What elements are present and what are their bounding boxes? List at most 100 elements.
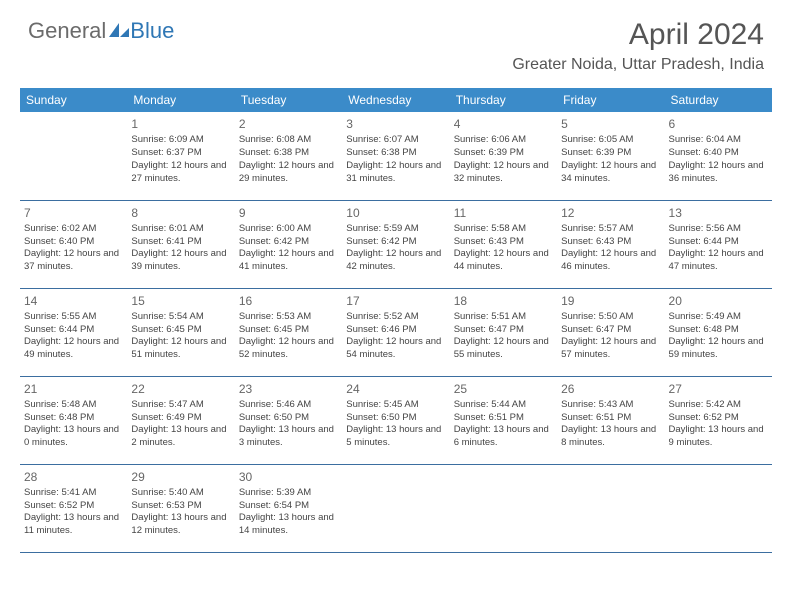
sunrise-value: 6:09 AM: [169, 134, 204, 145]
sunset-value: 6:44 PM: [703, 236, 738, 247]
daylight-label: Daylight:: [131, 336, 171, 347]
sunset-label: Sunset:: [561, 236, 596, 247]
calendar-cell: 30Sunrise: 5:39 AMSunset: 6:54 PMDayligh…: [235, 464, 342, 552]
daylight-line: Daylight: 12 hours and 41 minutes.: [239, 248, 338, 274]
page-header: General Blue April 2024 Greater Noida, U…: [0, 0, 792, 80]
sunset-value: 6:53 PM: [166, 500, 201, 511]
calendar-row: 1Sunrise: 6:09 AMSunset: 6:37 PMDaylight…: [20, 112, 772, 200]
sunrise-value: 6:05 AM: [599, 134, 634, 145]
daylight-label: Daylight:: [669, 424, 709, 435]
day-number: 27: [669, 381, 768, 397]
calendar-cell: 10Sunrise: 5:59 AMSunset: 6:42 PMDayligh…: [342, 200, 449, 288]
sunrise-value: 5:49 AM: [706, 311, 741, 322]
sunset-value: 6:48 PM: [59, 412, 94, 423]
daylight-line: Daylight: 13 hours and 14 minutes.: [239, 512, 338, 538]
calendar-cell: 17Sunrise: 5:52 AMSunset: 6:46 PMDayligh…: [342, 288, 449, 376]
sunset-value: 6:41 PM: [166, 236, 201, 247]
sunrise-value: 5:40 AM: [169, 487, 204, 498]
sunrise-line: Sunrise: 5:46 AM: [239, 399, 338, 412]
sunrise-value: 6:00 AM: [276, 223, 311, 234]
daylight-line: Daylight: 13 hours and 8 minutes.: [561, 424, 660, 450]
calendar-cell-empty: [665, 464, 772, 552]
sunrise-label: Sunrise:: [239, 223, 277, 234]
calendar-row: 14Sunrise: 5:55 AMSunset: 6:44 PMDayligh…: [20, 288, 772, 376]
sunrise-value: 5:47 AM: [169, 399, 204, 410]
daylight-label: Daylight:: [561, 424, 601, 435]
sunrise-label: Sunrise:: [561, 223, 599, 234]
calendar-row: 7Sunrise: 6:02 AMSunset: 6:40 PMDaylight…: [20, 200, 772, 288]
sunrise-value: 5:39 AM: [276, 487, 311, 498]
calendar-cell: 8Sunrise: 6:01 AMSunset: 6:41 PMDaylight…: [127, 200, 234, 288]
daylight-line: Daylight: 13 hours and 9 minutes.: [669, 424, 768, 450]
logo-sail-icon: [108, 18, 130, 44]
sunset-value: 6:38 PM: [274, 147, 309, 158]
sunrise-label: Sunrise:: [239, 311, 277, 322]
day-number: 19: [561, 293, 660, 309]
sunset-label: Sunset:: [239, 236, 274, 247]
daylight-label: Daylight:: [669, 336, 709, 347]
sunset-label: Sunset:: [131, 236, 166, 247]
day-number: 25: [454, 381, 553, 397]
sunrise-label: Sunrise:: [131, 311, 169, 322]
sunset-value: 6:40 PM: [703, 147, 738, 158]
sunset-value: 6:43 PM: [489, 236, 524, 247]
daylight-label: Daylight:: [24, 248, 64, 259]
day-number: 24: [346, 381, 445, 397]
sunrise-label: Sunrise:: [24, 311, 62, 322]
sunset-value: 6:45 PM: [166, 324, 201, 335]
daylight-line: Daylight: 13 hours and 0 minutes.: [24, 424, 123, 450]
sunrise-value: 5:46 AM: [276, 399, 311, 410]
sunset-value: 6:50 PM: [274, 412, 309, 423]
daylight-line: Daylight: 12 hours and 37 minutes.: [24, 248, 123, 274]
sunrise-line: Sunrise: 5:48 AM: [24, 399, 123, 412]
calendar-cell: 5Sunrise: 6:05 AMSunset: 6:39 PMDaylight…: [557, 112, 664, 200]
sunrise-value: 5:55 AM: [62, 311, 97, 322]
day-number: 4: [454, 116, 553, 132]
daylight-label: Daylight:: [346, 424, 386, 435]
sunrise-line: Sunrise: 5:39 AM: [239, 487, 338, 500]
calendar-cell: 11Sunrise: 5:58 AMSunset: 6:43 PMDayligh…: [450, 200, 557, 288]
calendar-cell-empty: [450, 464, 557, 552]
sunrise-value: 5:43 AM: [599, 399, 634, 410]
day-number: 9: [239, 205, 338, 221]
sunrise-line: Sunrise: 5:49 AM: [669, 311, 768, 324]
sunrise-line: Sunrise: 6:02 AM: [24, 223, 123, 236]
location: Greater Noida, Uttar Pradesh, India: [512, 56, 764, 74]
daylight-line: Daylight: 12 hours and 32 minutes.: [454, 160, 553, 186]
day-number: 7: [24, 205, 123, 221]
daylight-label: Daylight:: [131, 248, 171, 259]
sunset-line: Sunset: 6:42 PM: [346, 236, 445, 249]
sunset-label: Sunset:: [454, 412, 489, 423]
sunrise-value: 6:02 AM: [62, 223, 97, 234]
daylight-label: Daylight:: [239, 512, 279, 523]
sunrise-line: Sunrise: 5:40 AM: [131, 487, 230, 500]
calendar-cell: 20Sunrise: 5:49 AMSunset: 6:48 PMDayligh…: [665, 288, 772, 376]
daylight-label: Daylight:: [454, 336, 494, 347]
sunrise-label: Sunrise:: [669, 399, 707, 410]
weekday-header: Saturday: [665, 88, 772, 112]
day-number: 8: [131, 205, 230, 221]
sunset-line: Sunset: 6:53 PM: [131, 500, 230, 513]
sunset-value: 6:42 PM: [274, 236, 309, 247]
day-number: 30: [239, 469, 338, 485]
daylight-label: Daylight:: [346, 248, 386, 259]
weekday-header: Sunday: [20, 88, 127, 112]
sunset-value: 6:42 PM: [381, 236, 416, 247]
sunrise-label: Sunrise:: [131, 487, 169, 498]
daylight-line: Daylight: 12 hours and 59 minutes.: [669, 336, 768, 362]
sunset-line: Sunset: 6:51 PM: [454, 412, 553, 425]
sunrise-label: Sunrise:: [669, 223, 707, 234]
sunset-label: Sunset:: [346, 236, 381, 247]
logo-text-blue: Blue: [130, 18, 174, 44]
calendar-cell: 13Sunrise: 5:56 AMSunset: 6:44 PMDayligh…: [665, 200, 772, 288]
calendar-cell: 27Sunrise: 5:42 AMSunset: 6:52 PMDayligh…: [665, 376, 772, 464]
sunrise-label: Sunrise:: [346, 134, 384, 145]
daylight-line: Daylight: 12 hours and 51 minutes.: [131, 336, 230, 362]
daylight-line: Daylight: 12 hours and 29 minutes.: [239, 160, 338, 186]
daylight-label: Daylight:: [561, 160, 601, 171]
calendar-cell: 22Sunrise: 5:47 AMSunset: 6:49 PMDayligh…: [127, 376, 234, 464]
sunrise-line: Sunrise: 6:06 AM: [454, 134, 553, 147]
sunrise-line: Sunrise: 5:57 AM: [561, 223, 660, 236]
daylight-line: Daylight: 13 hours and 3 minutes.: [239, 424, 338, 450]
weekday-header: Thursday: [450, 88, 557, 112]
